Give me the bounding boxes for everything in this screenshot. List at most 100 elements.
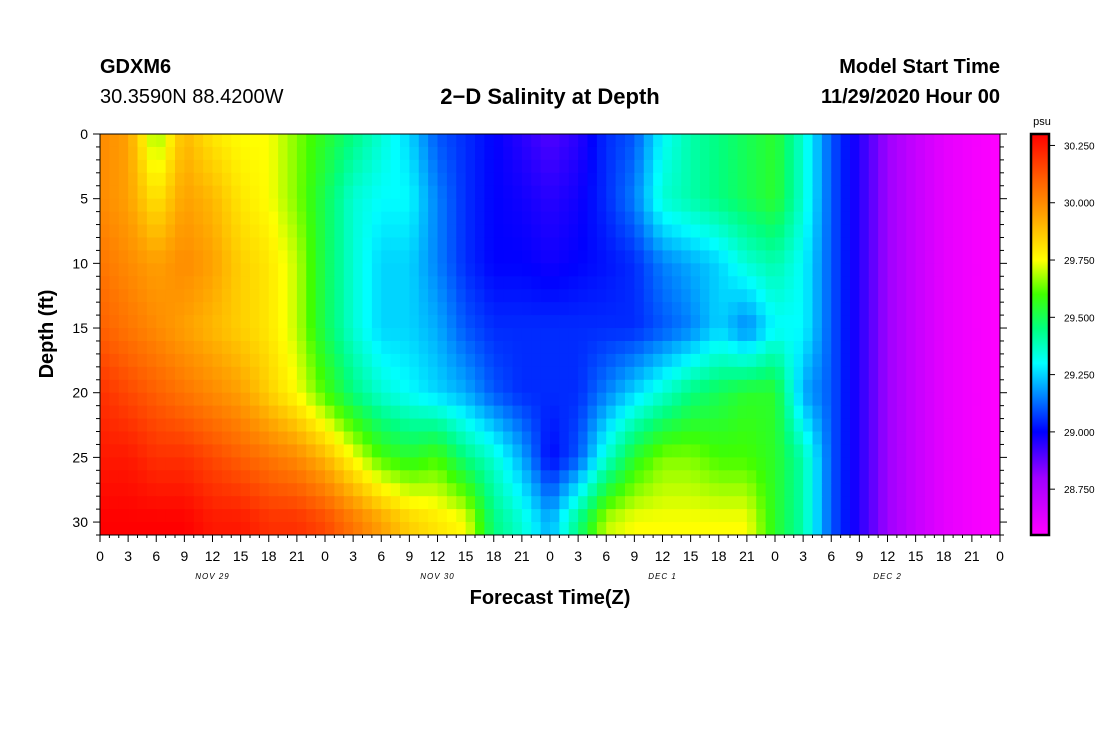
heatmap-cell	[896, 237, 907, 252]
heatmap-cell	[934, 418, 945, 433]
heatmap-cell	[990, 509, 1000, 523]
heatmap-cell	[859, 146, 870, 161]
heatmap-cell	[793, 185, 804, 200]
heatmap-cell	[493, 263, 504, 277]
heatmap-cell	[615, 302, 626, 316]
heatmap-cell	[268, 289, 279, 303]
heatmap-cell	[587, 289, 598, 303]
heatmap-cell	[475, 289, 485, 303]
heatmap-cell	[746, 483, 757, 497]
heatmap-cell	[606, 302, 617, 316]
heatmap-cell	[212, 263, 223, 277]
heatmap-cell	[156, 418, 167, 433]
heatmap-cell	[596, 211, 607, 226]
heatmap-cell	[446, 146, 457, 161]
heatmap-cell	[315, 328, 326, 342]
heatmap-cell	[990, 431, 1000, 446]
station-id: GDXM6	[100, 56, 172, 78]
heatmap-cell	[643, 302, 654, 316]
heatmap-cell	[925, 198, 935, 213]
heatmap-cell	[803, 457, 814, 471]
heatmap-cell	[812, 198, 823, 213]
heatmap-cell	[146, 159, 157, 174]
heatmap-cell	[343, 250, 354, 264]
heatmap-cell	[400, 134, 410, 148]
heatmap-cell	[343, 263, 354, 277]
heatmap-cell	[990, 134, 1000, 148]
heatmap-cell	[868, 457, 879, 471]
heatmap-cell	[578, 263, 589, 277]
heatmap-cell	[765, 224, 776, 239]
heatmap-cell	[737, 315, 748, 329]
heatmap-cell	[231, 522, 242, 535]
heatmap-cell	[315, 457, 326, 471]
heatmap-cell	[540, 366, 551, 381]
heatmap-cell	[971, 418, 982, 433]
heatmap-cell	[990, 250, 1000, 264]
heatmap-cell	[625, 509, 635, 523]
heatmap-cell	[831, 172, 842, 187]
heatmap-cell	[915, 315, 926, 329]
heatmap-cell	[334, 224, 345, 239]
heatmap-cell	[746, 328, 757, 342]
heatmap-cell	[718, 224, 729, 239]
heatmap-cell	[746, 392, 757, 407]
heatmap-cell	[850, 470, 860, 484]
heatmap-cell	[578, 340, 589, 355]
heatmap-cell	[878, 483, 889, 497]
heatmap-cell	[718, 289, 729, 303]
heatmap-cell	[700, 302, 710, 316]
heatmap-cell	[775, 392, 785, 407]
heatmap-cell	[446, 185, 457, 200]
heatmap-cell	[165, 444, 176, 458]
heatmap-cell	[175, 418, 185, 433]
heatmap-cell	[690, 522, 701, 535]
heatmap-cell	[465, 185, 476, 200]
heatmap-cell	[512, 522, 523, 535]
heatmap-cell	[906, 470, 917, 484]
heatmap-cell	[550, 431, 560, 446]
heatmap-cell	[259, 470, 270, 484]
heatmap-cell	[634, 431, 645, 446]
heatmap-cell	[231, 250, 242, 264]
heatmap-cell	[821, 328, 832, 342]
heatmap-cell	[681, 250, 692, 264]
heatmap-cell	[315, 315, 326, 329]
heatmap-cell	[203, 224, 214, 239]
heatmap-cell	[803, 263, 814, 277]
heatmap-cell	[278, 224, 289, 239]
heatmap-cell	[325, 431, 335, 446]
heatmap-cell	[353, 470, 364, 484]
heatmap-cell	[878, 276, 889, 290]
heatmap-cell	[165, 366, 176, 381]
heatmap-cell	[793, 444, 804, 458]
heatmap-cell	[175, 185, 185, 200]
heatmap-cell	[765, 198, 776, 213]
heatmap-cell	[175, 522, 185, 535]
heatmap-cell	[775, 353, 785, 368]
heatmap-cell	[559, 302, 570, 316]
heatmap-cell	[765, 237, 776, 252]
heatmap-cell	[109, 418, 120, 433]
heatmap-cell	[634, 353, 645, 368]
heatmap-cell	[775, 146, 785, 161]
heatmap-cell	[840, 172, 851, 187]
heatmap-cell	[784, 224, 795, 239]
heatmap-cell	[906, 444, 917, 458]
heatmap-cell	[446, 289, 457, 303]
heatmap-cell	[681, 444, 692, 458]
heatmap-cell	[521, 392, 532, 407]
heatmap-cell	[793, 250, 804, 264]
heatmap-cell	[831, 379, 842, 394]
heatmap-cell	[859, 328, 870, 342]
heatmap-cell	[118, 496, 129, 510]
heatmap-cell	[446, 444, 457, 458]
x-tick-label: 9	[405, 548, 413, 564]
heatmap-cell	[662, 509, 673, 523]
heatmap-cell	[850, 444, 860, 458]
heatmap-cell	[156, 457, 167, 471]
heatmap-cell	[587, 522, 598, 535]
heatmap-cell	[690, 392, 701, 407]
heatmap-cell	[981, 509, 992, 523]
x-axis: 0 3 6 9 12 15 18 21 0 3 6 9 12 15 18 21 0 3 6 9 12 15 18 21 0 3 6 9…	[96, 535, 1004, 564]
